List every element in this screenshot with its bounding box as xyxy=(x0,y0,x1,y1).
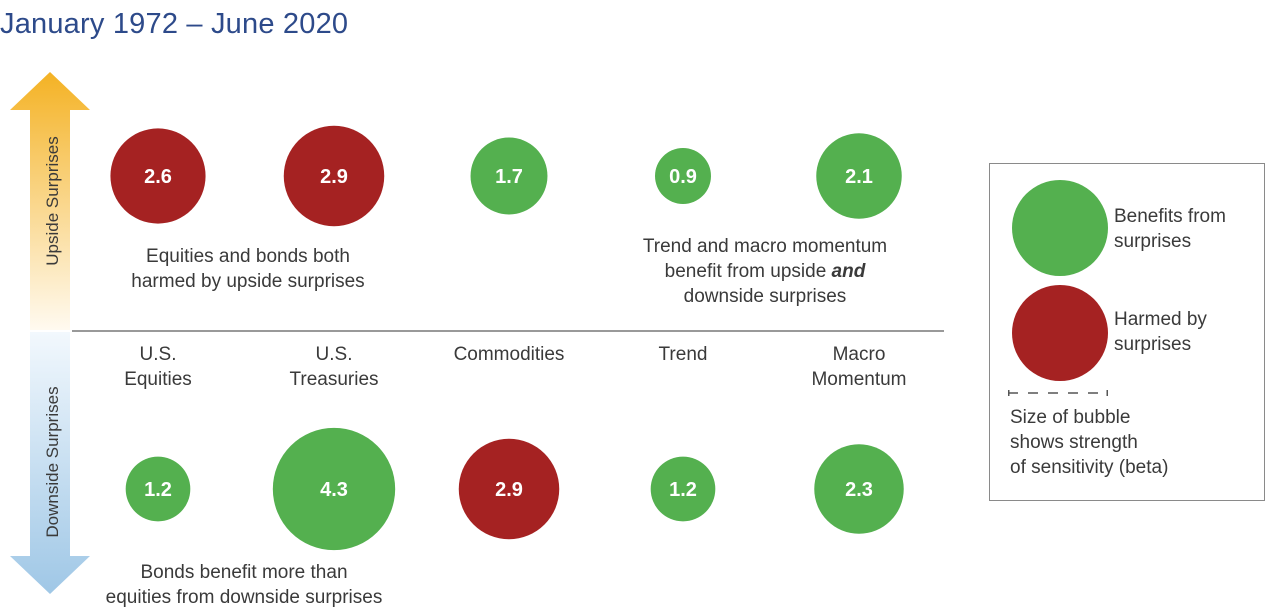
legend-harm-label: Harmed by surprises xyxy=(1114,307,1207,357)
legend-label-line: surprises xyxy=(1114,231,1192,252)
legend-size-note: Size of bubble shows strength of sensiti… xyxy=(1010,405,1168,480)
bubble-chart: 2.6 2.9 1.7 0.9 2.1 1.2 4.3 2.9 1.2 2.3 xyxy=(110,125,904,551)
legend-note-line: Size of bubble xyxy=(1010,407,1131,428)
legend-note-line: of sensitivity (beta) xyxy=(1010,457,1169,478)
bubble-upside-1 xyxy=(283,125,385,227)
legend-label-line: Harmed by xyxy=(1114,309,1207,330)
category-label-line: Treasuries xyxy=(289,369,379,390)
annotation-line: Trend and macro momentum xyxy=(642,236,888,257)
category-label-line: U.S. xyxy=(315,344,353,365)
annotation-line: downside surprises xyxy=(683,286,847,307)
category-label-line: U.S. xyxy=(139,344,177,365)
bubble-upside-3 xyxy=(655,148,711,204)
annotation-line: equities from downside surprises xyxy=(105,587,383,608)
annotation-text: benefit from upside xyxy=(664,261,832,282)
vertical-surprise-arrow xyxy=(10,72,90,594)
legend-label-line: Benefits from xyxy=(1114,206,1226,227)
bubble-downside-3 xyxy=(650,456,716,522)
annotation-line: benefit from upside and xyxy=(610,259,920,284)
bubble-value-label: 2.6 xyxy=(144,166,172,188)
bubble-value-label: 1.7 xyxy=(495,166,523,188)
legend-benefit-swatch xyxy=(1012,180,1108,276)
category-label-us-equities: U.S. Equities xyxy=(73,342,243,392)
surprise-divider-line xyxy=(72,330,944,332)
bubble-value-label: 2.9 xyxy=(320,166,348,188)
legend: Benefits from surprises Harmed by surpri… xyxy=(989,163,1265,501)
category-label-trend: Trend xyxy=(598,342,768,367)
bubble-value-label: 1.2 xyxy=(669,479,697,501)
page-title: January 1972 – June 2020 xyxy=(0,8,349,40)
bubble-upside-0 xyxy=(110,128,206,224)
upside-right-annotation: Trend and macro momentum benefit from up… xyxy=(610,234,920,309)
bubble-value-label: 2.3 xyxy=(845,479,873,501)
bubble-upside-4 xyxy=(816,133,902,219)
bubble-value-label: 1.2 xyxy=(144,479,172,501)
category-label-us-treasuries: U.S. Treasuries xyxy=(249,342,419,392)
category-label-line: Equities xyxy=(124,369,192,390)
category-label-commodities: Commodities xyxy=(424,342,594,367)
downside-annotation: Bonds benefit more than equities from do… xyxy=(74,560,414,610)
bubble-value-label: 2.9 xyxy=(495,479,523,501)
category-label-line: Commodities xyxy=(453,344,565,365)
bubble-value-label: 0.9 xyxy=(669,166,697,188)
legend-harm-swatch xyxy=(1012,285,1108,381)
bubble-downside-2 xyxy=(458,438,560,540)
bubble-value-label: 4.3 xyxy=(320,479,348,501)
category-label-line: Trend xyxy=(658,344,708,365)
bubble-downside-1 xyxy=(272,427,396,551)
bubble-downside-0 xyxy=(125,456,191,522)
bubble-upside-2 xyxy=(470,137,548,215)
bubble-downside-4 xyxy=(814,444,904,534)
legend-size-dash-line xyxy=(1008,390,1108,396)
legend-note-line: shows strength xyxy=(1010,432,1138,453)
upside-left-annotation: Equities and bonds both harmed by upside… xyxy=(98,244,398,294)
up-arrow xyxy=(10,72,90,330)
annotation-emphasis: and xyxy=(831,261,866,282)
legend-label-line: surprises xyxy=(1114,334,1192,355)
annotation-line: Equities and bonds both xyxy=(146,246,350,267)
annotation-line: Bonds benefit more than xyxy=(140,562,348,583)
category-label-line: Momentum xyxy=(811,369,907,390)
category-label-macro-momentum: Macro Momentum xyxy=(774,342,944,392)
annotation-line: harmed by upside surprises xyxy=(131,271,365,292)
bubble-value-label: 2.1 xyxy=(845,166,873,188)
category-label-line: Macro xyxy=(832,344,886,365)
legend-benefit-label: Benefits from surprises xyxy=(1114,204,1226,254)
down-arrow xyxy=(10,332,90,594)
